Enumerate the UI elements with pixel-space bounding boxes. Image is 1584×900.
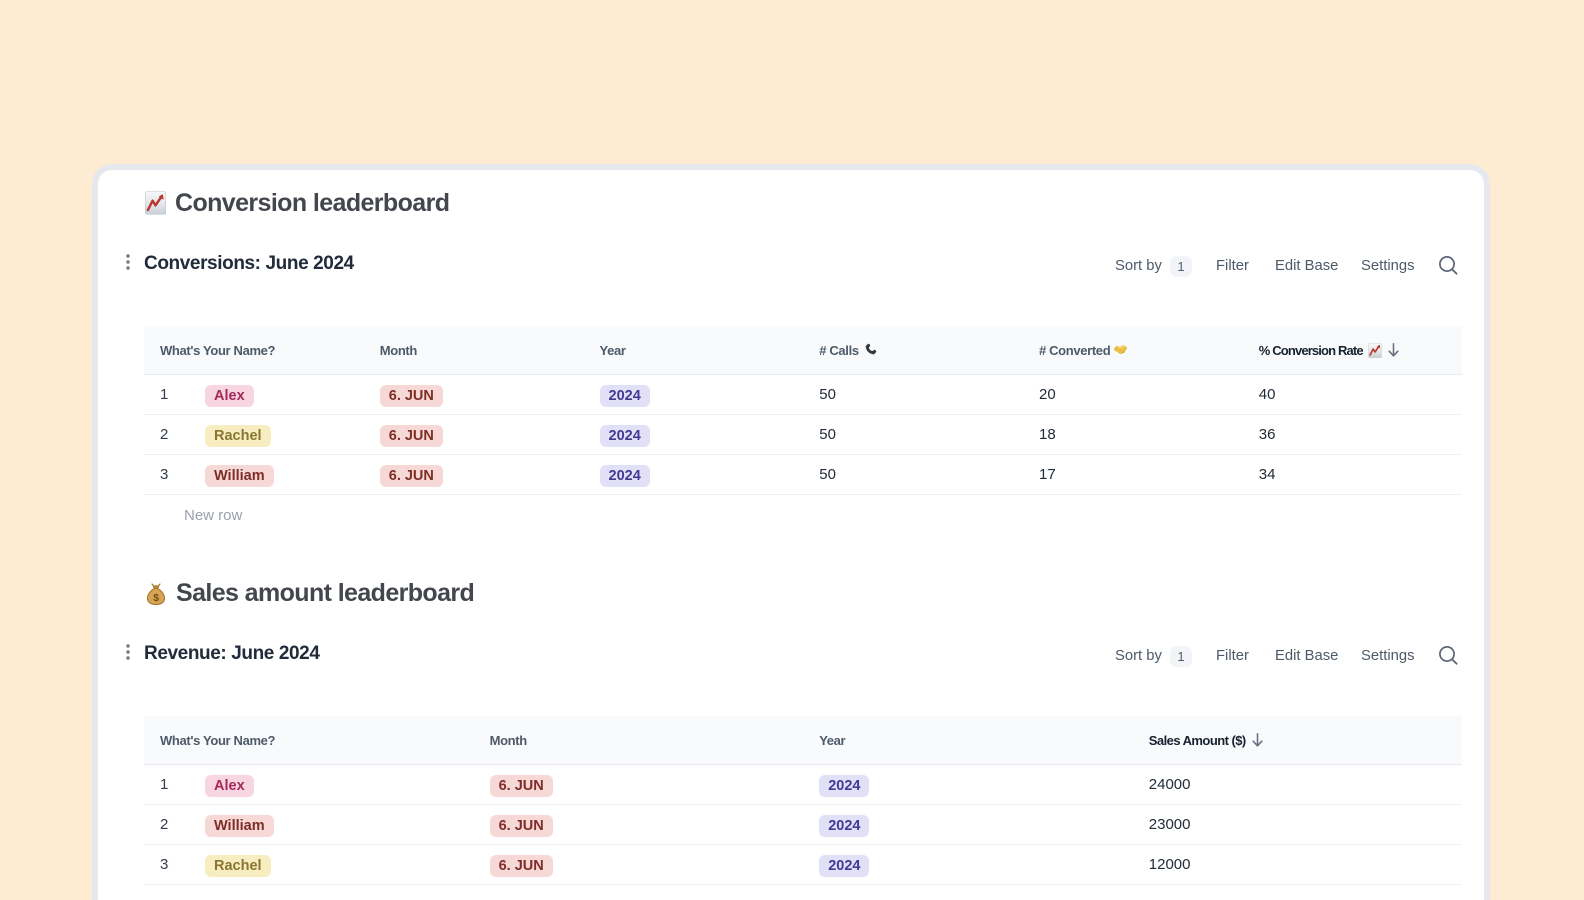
svg-text:$: $: [153, 592, 159, 603]
